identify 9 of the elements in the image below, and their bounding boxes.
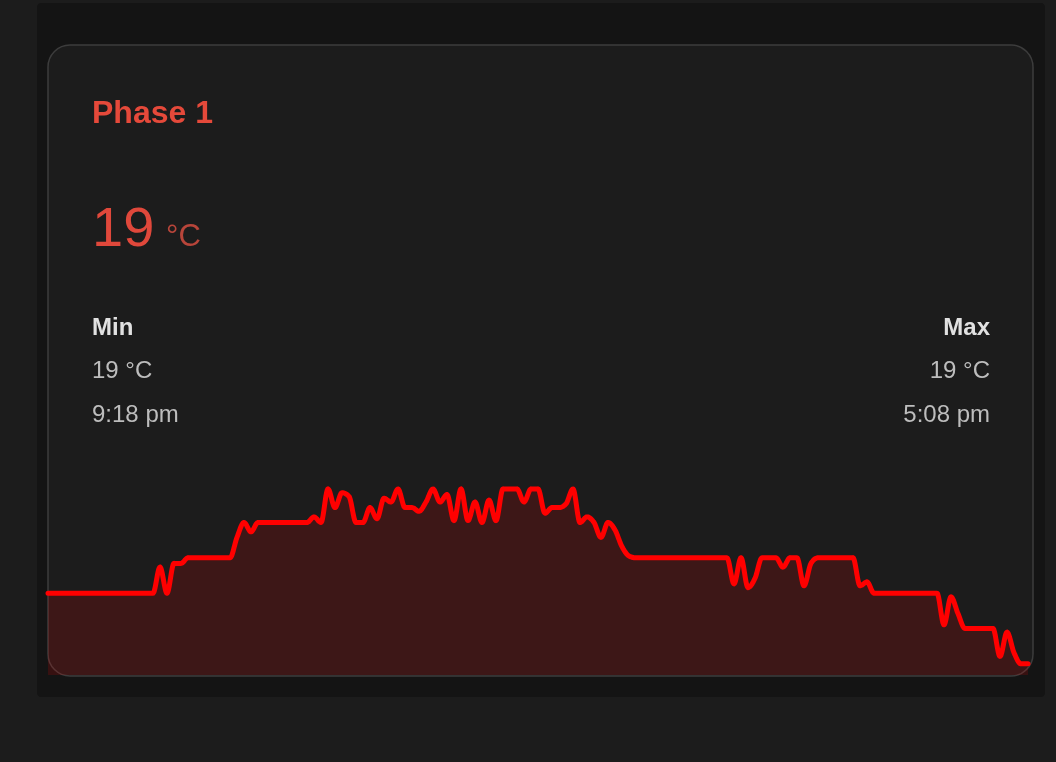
text: 19: [92, 195, 155, 258]
text: Min: [92, 313, 134, 340]
text: 19 °C: [929, 356, 990, 383]
text: 19 °C: [92, 356, 153, 383]
text: 9:18 pm: [92, 400, 179, 427]
text: Max: [943, 313, 991, 340]
text: 5:08 pm: [903, 400, 990, 427]
text: °C: [166, 218, 201, 253]
chart-title: Phase 1: [92, 94, 213, 130]
